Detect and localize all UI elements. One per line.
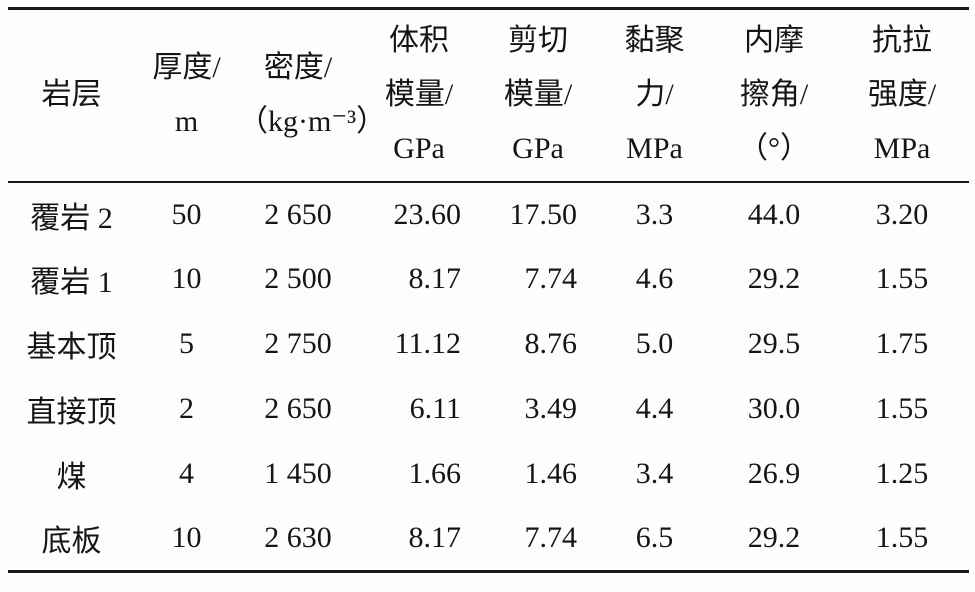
cell-shear-modulus: 1.46 <box>524 457 578 490</box>
rock-mechanics-table: 岩层 厚度/ m 密度/ （kg·m⁻³） 体积 模量/ GPa 剪切 模量 <box>8 7 969 573</box>
header-line: 剪切 <box>508 24 568 58</box>
cell-bulk-modulus: 8.17 <box>408 262 462 295</box>
cell-rock-layer: 煤 <box>56 461 87 494</box>
cell-friction-angle: 29.5 <box>747 327 801 360</box>
cell-rock-layer: 覆岩 1 <box>30 266 113 299</box>
cell-rock-layer: 覆岩 2 <box>30 201 113 235</box>
cell-friction-angle: 29.2 <box>747 262 801 295</box>
cell-tensile-strength: 1.75 <box>875 327 929 360</box>
cell-density: 2 650 <box>264 197 332 231</box>
header-line: 密度/ <box>263 51 333 85</box>
header-line: 模量/ <box>384 78 454 112</box>
cell-tensile-strength: 1.55 <box>875 262 929 295</box>
col-header-tensile-strength: 抗拉 强度/ MPa <box>835 8 969 183</box>
cell-bulk-modulus: 6.11 <box>409 392 461 425</box>
header-line: MPa <box>873 132 931 166</box>
cell-shear-modulus: 8.76 <box>524 327 578 360</box>
cell-density: 2 750 <box>264 327 332 360</box>
table-row: 覆岩 1 10 2 500 8.17 7.74 4.6 29.2 1.55 <box>8 247 969 312</box>
cell-cohesion: 4.6 <box>635 262 674 295</box>
header-line: （kg·m⁻³） <box>238 105 387 139</box>
header-line: 内摩 <box>744 24 804 58</box>
cell-shear-modulus: 7.74 <box>524 262 578 295</box>
cell-rock-layer: 底板 <box>41 525 102 559</box>
header-line: 体积 <box>389 24 449 58</box>
cell-density: 1 450 <box>264 457 332 490</box>
cell-tensile-strength: 1.55 <box>875 521 929 555</box>
cell-cohesion: 6.5 <box>635 521 674 555</box>
table-row: 直接顶 2 2 650 6.11 3.49 4.4 30.0 1.55 <box>8 377 969 442</box>
header-line: 黏聚 <box>624 24 685 58</box>
cell-bulk-modulus: 11.12 <box>394 327 461 360</box>
cell-friction-angle: 29.2 <box>747 521 801 555</box>
table-header: 岩层 厚度/ m 密度/ （kg·m⁻³） 体积 模量/ GPa 剪切 模量 <box>8 8 969 183</box>
header-line: MPa <box>626 132 683 166</box>
header-line: （°） <box>738 132 810 166</box>
col-header-cohesion: 黏聚 力/ MPa <box>596 8 713 183</box>
cell-thickness: 10 <box>171 521 202 555</box>
col-header-thickness: 厚度/ m <box>135 8 238 183</box>
table-row: 底板 10 2 630 8.17 7.74 6.5 29.2 1.55 <box>8 507 969 572</box>
header-line: 强度/ <box>867 78 937 112</box>
cell-thickness: 5 <box>179 327 194 360</box>
col-header-rock-layer: 岩层 <box>8 8 135 183</box>
cell-density: 2 650 <box>264 392 332 425</box>
table-row: 煤 4 1 450 1.66 1.46 3.4 26.9 1.25 <box>8 442 969 507</box>
header-line: 模量/ <box>503 78 573 112</box>
header-line: GPa <box>393 132 445 166</box>
cell-density: 2 500 <box>264 262 332 295</box>
cell-bulk-modulus: 1.66 <box>408 457 462 490</box>
header-row: 岩层 厚度/ m 密度/ （kg·m⁻³） 体积 模量/ GPa 剪切 模量 <box>8 8 969 183</box>
cell-friction-angle: 30.0 <box>747 392 801 425</box>
table-row: 覆岩 2 50 2 650 23.60 17.50 3.3 44.0 3.20 <box>8 182 969 247</box>
header-line: GPa <box>512 132 564 166</box>
col-header-friction-angle: 内摩 擦角/ （°） <box>713 8 835 183</box>
cell-bulk-modulus: 23.60 <box>393 197 462 231</box>
table-row: 基本顶 5 2 750 11.12 8.76 5.0 29.5 1.75 <box>8 312 969 377</box>
cell-tensile-strength: 3.20 <box>875 197 929 231</box>
col-header-bulk-modulus: 体积 模量/ GPa <box>358 8 480 183</box>
header-line: 岩层 <box>41 78 102 112</box>
cell-cohesion: 4.4 <box>635 392 674 425</box>
cell-thickness: 4 <box>179 457 194 490</box>
header-line: m <box>174 105 199 139</box>
header-line: 擦角/ <box>739 78 809 112</box>
col-header-shear-modulus: 剪切 模量/ GPa <box>480 8 596 183</box>
header-line: 力/ <box>635 78 674 112</box>
header-line: 厚度/ <box>152 51 221 85</box>
cell-rock-layer: 基本顶 <box>26 331 117 364</box>
cell-rock-layer: 直接顶 <box>26 396 117 429</box>
table-body: 覆岩 2 50 2 650 23.60 17.50 3.3 44.0 3.20 … <box>8 182 969 572</box>
cell-thickness: 2 <box>179 392 194 425</box>
cell-shear-modulus: 17.50 <box>509 197 578 231</box>
cell-cohesion: 3.3 <box>635 197 674 231</box>
cell-friction-angle: 26.9 <box>747 457 801 490</box>
cell-thickness: 10 <box>171 262 202 295</box>
col-header-density: 密度/ （kg·m⁻³） <box>238 8 387 183</box>
cell-bulk-modulus: 8.17 <box>408 521 462 555</box>
cell-tensile-strength: 1.55 <box>875 392 929 425</box>
cell-shear-modulus: 3.49 <box>524 392 578 425</box>
cell-tensile-strength: 1.25 <box>875 457 929 490</box>
cell-cohesion: 5.0 <box>635 327 674 360</box>
header-line: 抗拉 <box>872 24 932 58</box>
cell-friction-angle: 44.0 <box>747 197 801 231</box>
cell-density: 2 630 <box>264 521 332 555</box>
cell-thickness: 50 <box>171 197 202 231</box>
cell-shear-modulus: 7.74 <box>524 521 578 555</box>
cell-cohesion: 3.4 <box>635 457 674 490</box>
